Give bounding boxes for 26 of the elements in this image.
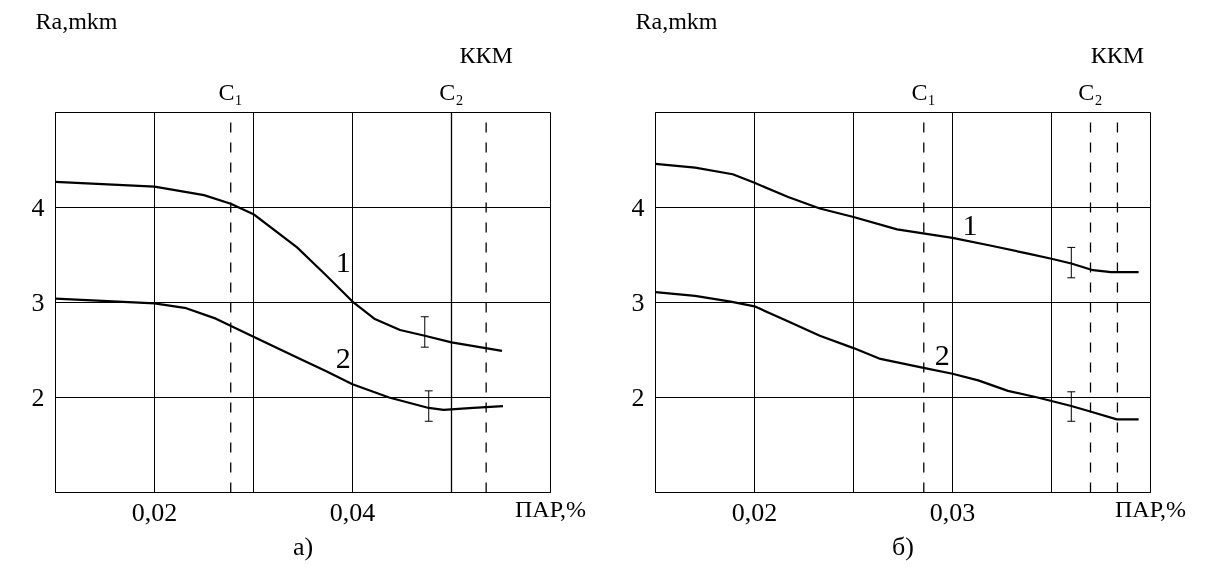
y-tick-label: 4 <box>31 193 45 222</box>
ref-line-label: C₁ <box>218 78 243 105</box>
ref-line-label: ККМ <box>1090 41 1145 68</box>
x-tick-label: 0,02 <box>131 497 178 527</box>
y-tick-label: 4 <box>631 193 645 222</box>
x-tick-label: 0,04 <box>329 497 376 527</box>
y-axis-title: Ra,mkm <box>635 7 718 34</box>
y-tick-label: 3 <box>31 288 45 317</box>
y-tick-label: 3 <box>631 288 645 317</box>
text: б) <box>892 531 914 561</box>
y-tick-label: 2 <box>631 383 645 412</box>
series-label: 2 <box>934 338 950 372</box>
ref-line-label: C₁ <box>911 78 936 105</box>
y-axis-title: Ra,mkm <box>35 7 118 34</box>
x-tick-label: 0,03 <box>929 497 976 527</box>
ref-line-label: C₂ <box>439 78 464 105</box>
series-label: 2 <box>335 340 351 374</box>
y-tick-label: 2 <box>31 383 45 412</box>
x-tick-label: 0,02 <box>731 497 778 527</box>
text: а) <box>292 531 314 561</box>
ref-line-label: C₂ <box>1078 78 1103 105</box>
series-label: 1 <box>335 244 351 278</box>
series-label: 1 <box>962 207 978 241</box>
x-axis-title: ПАР,% <box>515 495 587 522</box>
ref-line-label: ККМ <box>459 41 513 68</box>
x-axis-title: ПАР,% <box>1115 495 1187 522</box>
